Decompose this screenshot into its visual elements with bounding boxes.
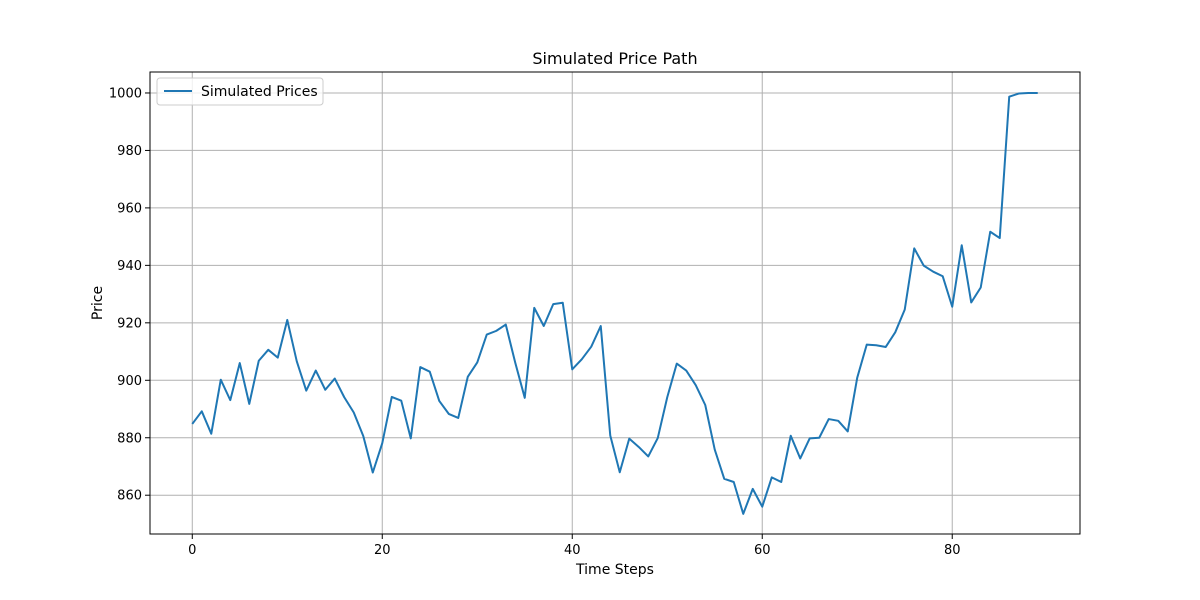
y-axis-label: Price <box>90 286 106 320</box>
y-tick-label: 1000 <box>109 86 142 101</box>
y-tick-label: 940 <box>117 259 142 274</box>
x-tick-label: 80 <box>944 543 961 558</box>
y-tick-label: 880 <box>117 431 142 446</box>
series-layer <box>191 91 1038 515</box>
x-tick-label: 60 <box>754 543 771 558</box>
legend-box <box>156 77 324 106</box>
x-axis-label: Time Steps <box>575 562 654 578</box>
y-tick-label: 980 <box>117 144 142 159</box>
x-tick-label: 0 <box>188 543 196 558</box>
x-tick-label: 20 <box>374 543 391 558</box>
series-line-simulated-prices <box>191 91 1038 515</box>
y-tick-label: 920 <box>117 316 142 331</box>
plot-area-frame <box>149 71 1081 535</box>
chart-title: Simulated Price Path <box>532 49 697 68</box>
y-tick-label: 960 <box>117 201 142 216</box>
y-tick-label: 900 <box>117 374 142 389</box>
y-tick-label: 860 <box>117 489 142 504</box>
legend: Simulated Prices <box>156 77 324 106</box>
axis-ticks: 0 20 40 60 80 860 880 900 920 940 960 980 1000 <box>109 86 961 558</box>
legend-label-simulated-prices: Simulated Prices <box>201 84 318 100</box>
x-tick-label: 40 <box>564 543 581 558</box>
